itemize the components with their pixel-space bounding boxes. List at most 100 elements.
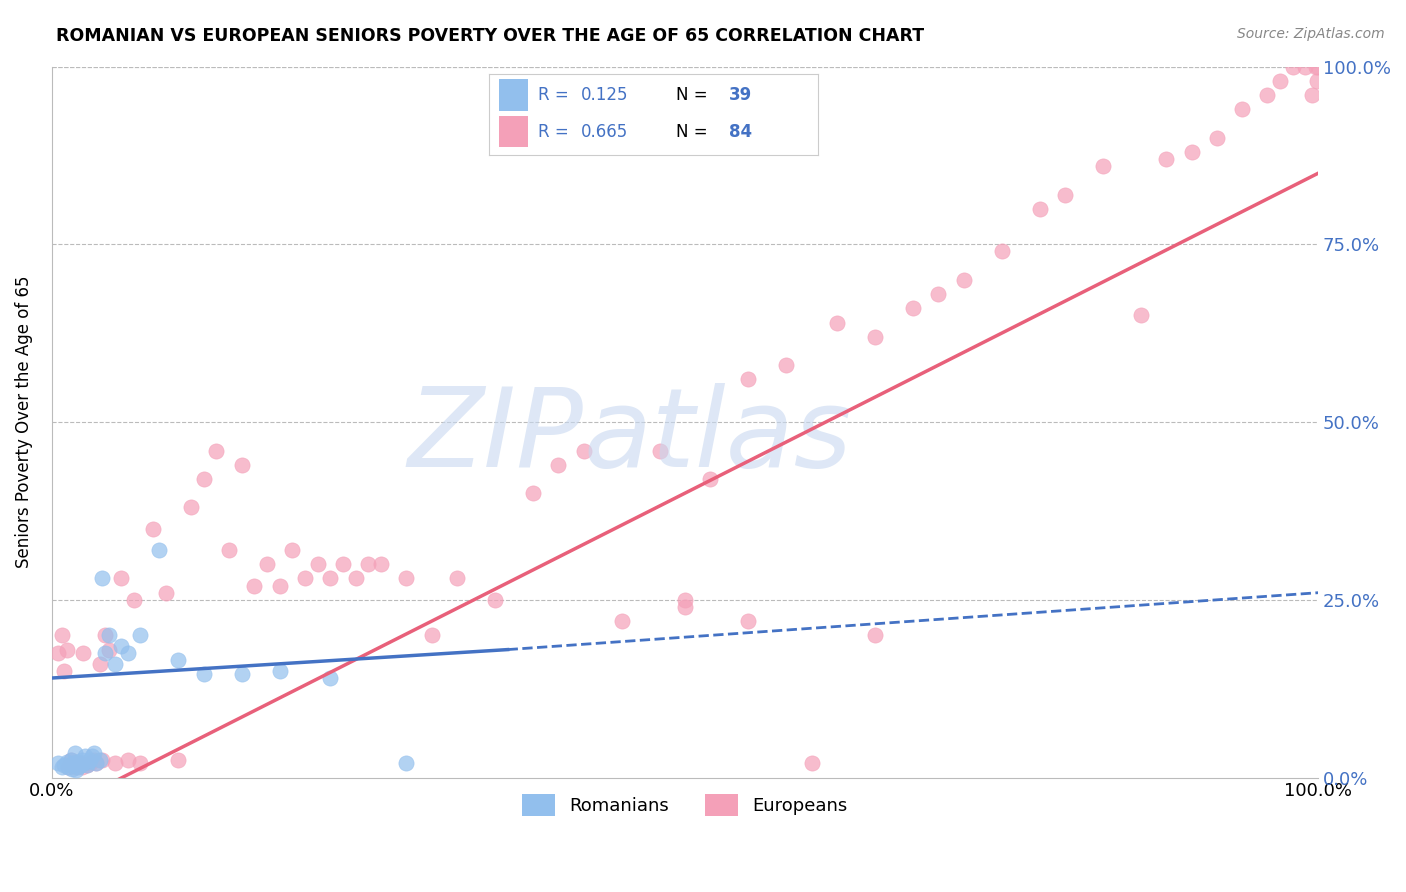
- Point: [117, 646, 139, 660]
- Point: [77, 755, 100, 769]
- Point: [83, 753, 105, 767]
- Point: [357, 558, 380, 572]
- Point: [89, 657, 111, 671]
- Legend: Romanians, Europeans: Romanians, Europeans: [513, 785, 856, 825]
- Point: [395, 756, 418, 771]
- Point: [129, 628, 152, 642]
- Point: [737, 372, 759, 386]
- Point: [70, 757, 93, 772]
- Point: [446, 572, 468, 586]
- Point: [58, 760, 80, 774]
- Point: [1091, 159, 1114, 173]
- Point: [269, 664, 291, 678]
- Point: [65, 764, 87, 778]
- Point: [56, 642, 79, 657]
- Point: [673, 592, 696, 607]
- Point: [547, 458, 569, 472]
- Point: [97, 628, 120, 642]
- Point: [319, 671, 342, 685]
- Point: [76, 757, 98, 772]
- Point: [67, 760, 90, 774]
- Point: [56, 755, 79, 769]
- Point: [110, 639, 132, 653]
- Point: [60, 762, 83, 776]
- Point: [699, 472, 721, 486]
- Point: [129, 756, 152, 771]
- Point: [610, 614, 633, 628]
- Text: atlas: atlas: [583, 383, 852, 490]
- Point: [1129, 309, 1152, 323]
- Point: [94, 646, 117, 660]
- Text: ZIP: ZIP: [408, 383, 583, 490]
- Point: [863, 628, 886, 642]
- Text: Source: ZipAtlas.com: Source: ZipAtlas.com: [1237, 27, 1385, 41]
- Point: [53, 757, 76, 772]
- Point: [901, 301, 924, 316]
- Point: [319, 572, 342, 586]
- Point: [94, 628, 117, 642]
- Y-axis label: Seniors Poverty Over the Age of 65: Seniors Poverty Over the Age of 65: [15, 276, 32, 568]
- Point: [1301, 88, 1323, 103]
- Point: [69, 756, 91, 771]
- Point: [58, 760, 80, 774]
- Point: [1268, 74, 1291, 88]
- Point: [294, 572, 316, 586]
- Point: [89, 753, 111, 767]
- Point: [648, 443, 671, 458]
- Point: [62, 756, 84, 771]
- Point: [775, 358, 797, 372]
- Point: [70, 753, 93, 767]
- Point: [79, 753, 101, 767]
- Point: [1053, 187, 1076, 202]
- Point: [110, 572, 132, 586]
- Point: [990, 244, 1012, 259]
- Point: [243, 579, 266, 593]
- Point: [332, 558, 354, 572]
- Point: [63, 756, 86, 771]
- Point: [370, 558, 392, 572]
- Point: [46, 646, 69, 660]
- Point: [484, 592, 506, 607]
- Point: [1028, 202, 1050, 216]
- Point: [167, 753, 190, 767]
- Point: [825, 316, 848, 330]
- Point: [60, 757, 83, 772]
- Point: [205, 443, 228, 458]
- Point: [218, 543, 240, 558]
- Point: [51, 628, 73, 642]
- Point: [167, 653, 190, 667]
- Point: [1205, 130, 1227, 145]
- Point: [522, 486, 544, 500]
- Point: [1180, 145, 1202, 159]
- Point: [269, 579, 291, 593]
- Point: [59, 753, 82, 767]
- Point: [737, 614, 759, 628]
- Point: [1154, 152, 1177, 166]
- Point: [1230, 102, 1253, 116]
- Point: [84, 756, 107, 771]
- Point: [344, 572, 367, 586]
- Point: [863, 330, 886, 344]
- Point: [82, 749, 104, 764]
- Point: [927, 287, 949, 301]
- Point: [1306, 74, 1329, 88]
- Point: [193, 472, 215, 486]
- Point: [420, 628, 443, 642]
- Point: [53, 664, 76, 678]
- Point: [70, 760, 93, 774]
- Point: [66, 755, 89, 769]
- Point: [148, 543, 170, 558]
- Point: [307, 558, 329, 572]
- Point: [117, 753, 139, 767]
- Point: [76, 757, 98, 772]
- Point: [193, 667, 215, 681]
- Point: [59, 753, 82, 767]
- Point: [673, 599, 696, 614]
- Point: [73, 749, 96, 764]
- Point: [122, 592, 145, 607]
- Point: [572, 443, 595, 458]
- Point: [800, 756, 823, 771]
- Point: [69, 756, 91, 771]
- Point: [180, 500, 202, 515]
- Point: [66, 757, 89, 772]
